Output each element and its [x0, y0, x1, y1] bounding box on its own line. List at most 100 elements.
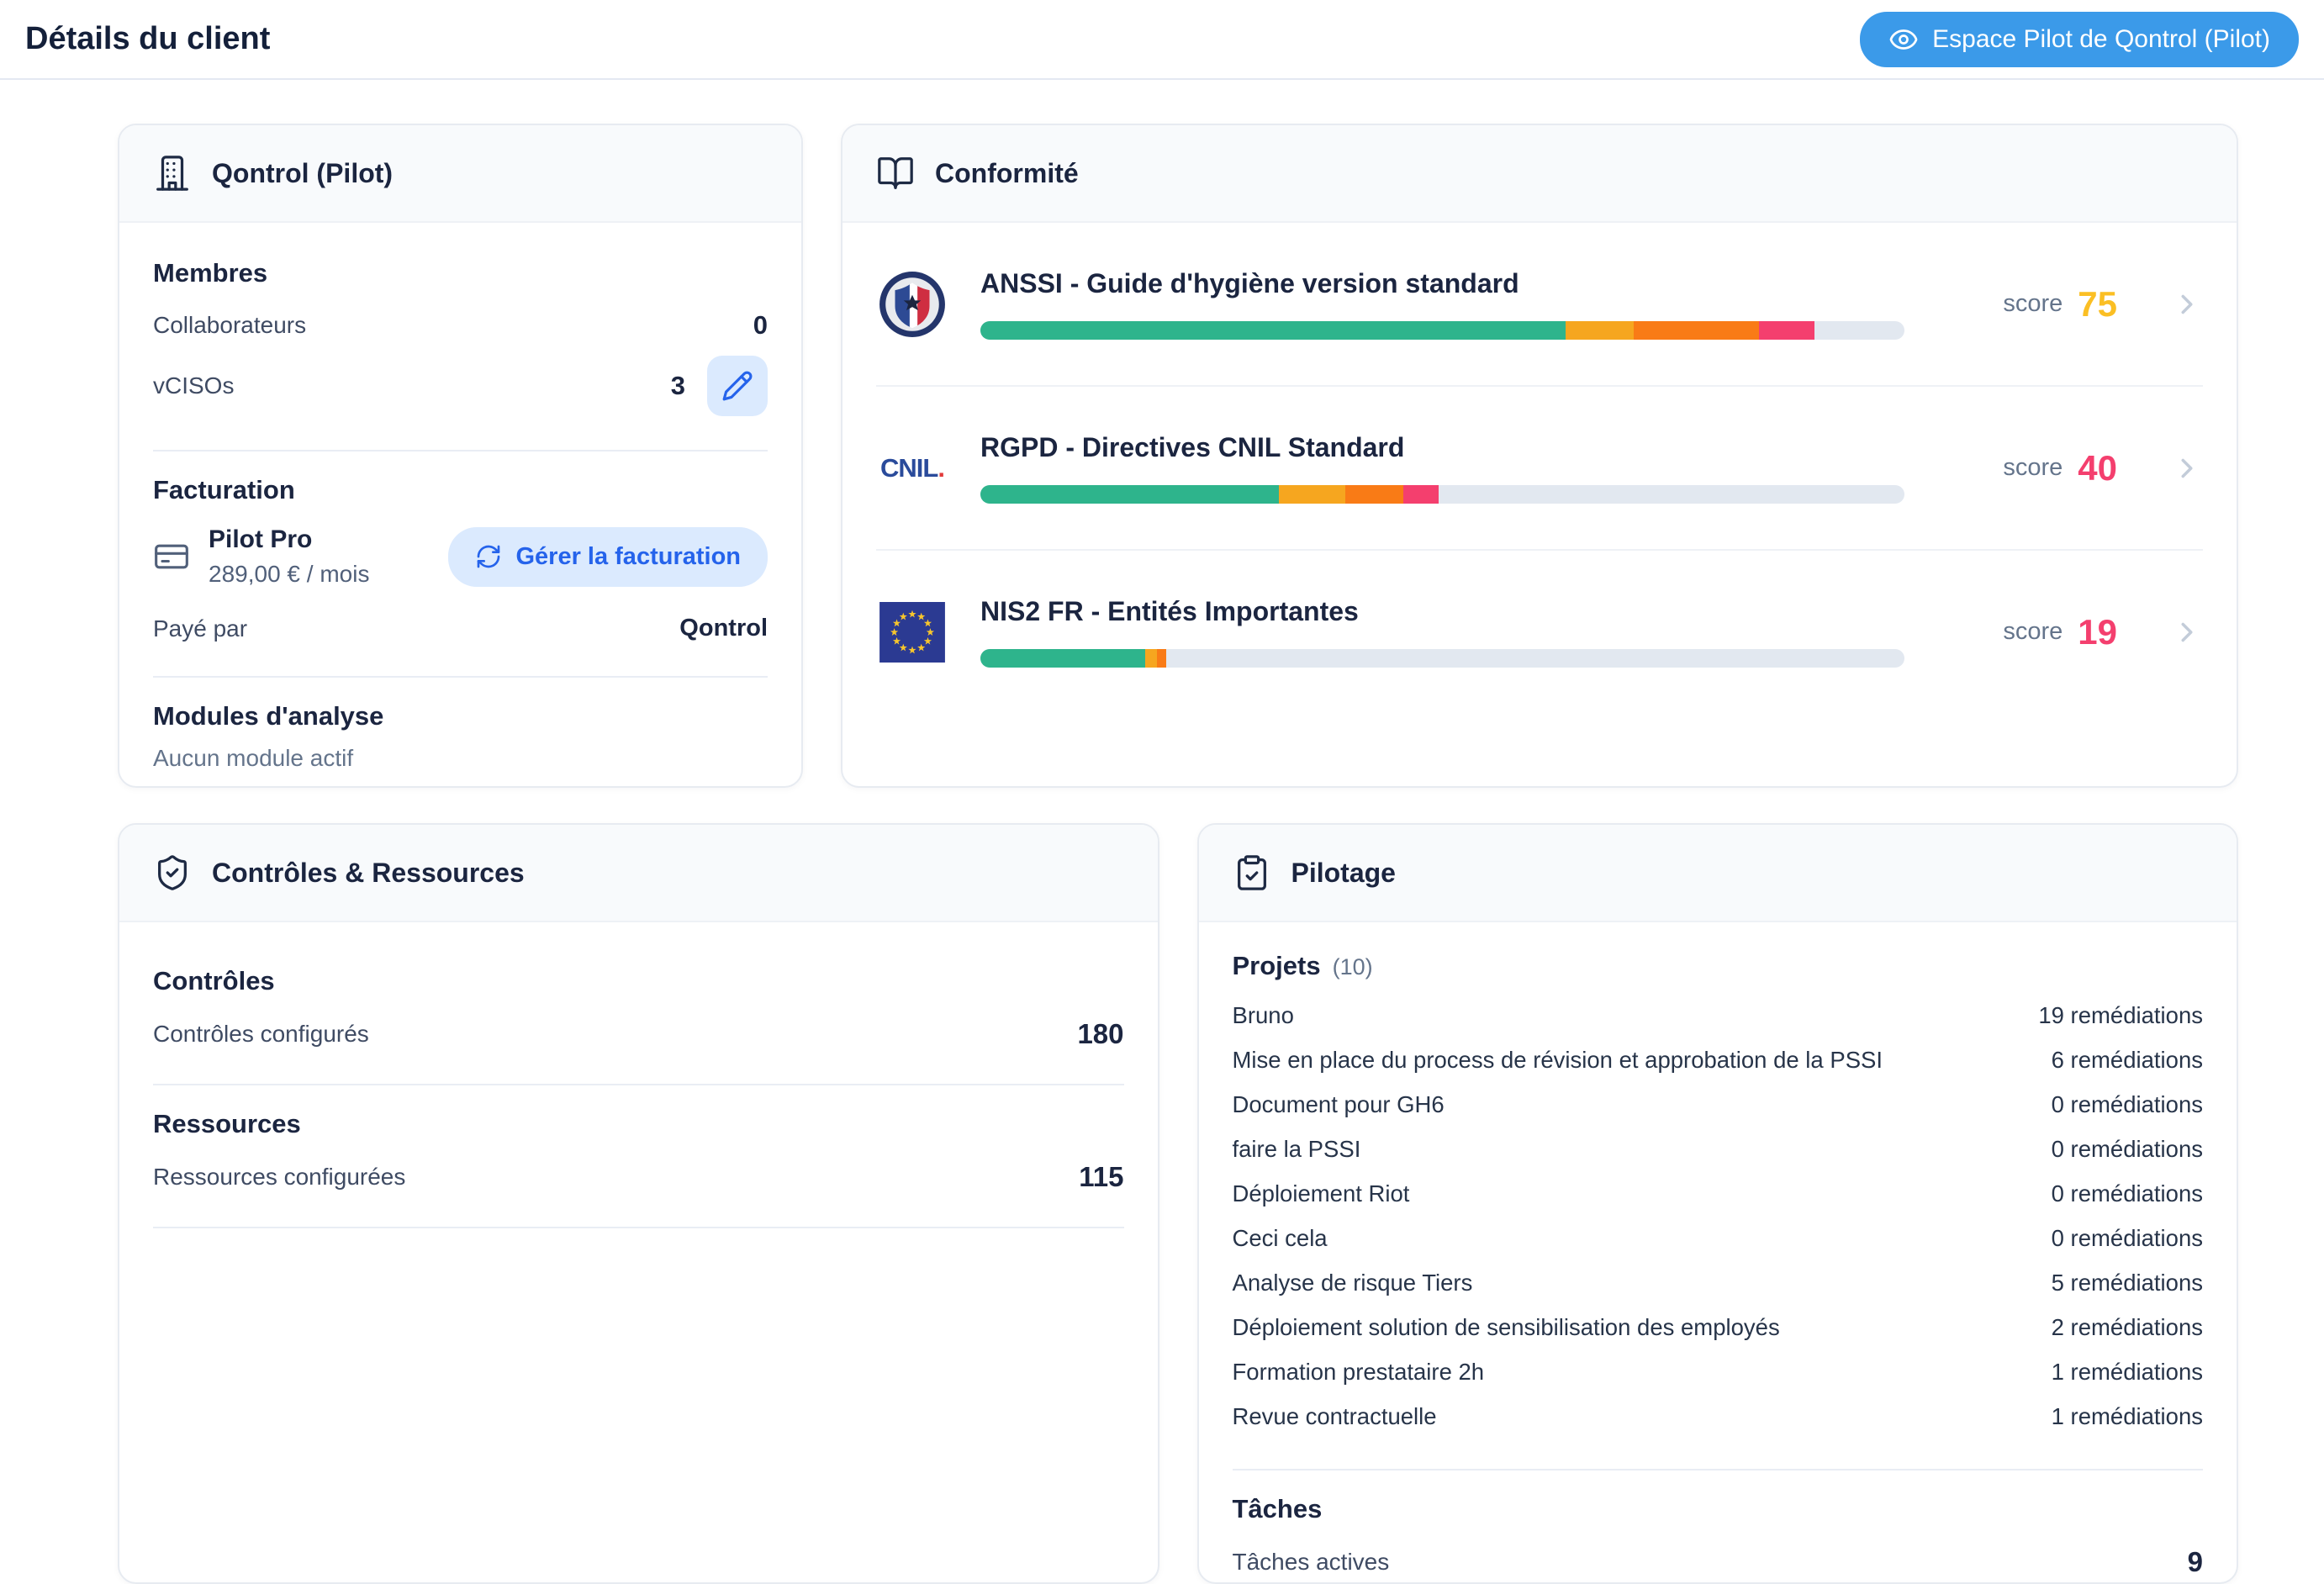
- espace-pilot-button[interactable]: Espace Pilot de Qontrol (Pilot): [1860, 11, 2299, 67]
- controls-configured-row: Contrôles configurés 180: [153, 1006, 1124, 1062]
- eu-flag-logo: [879, 601, 945, 663]
- project-row: Ceci cela 0 remédiations: [1233, 1216, 2204, 1260]
- project-row: Document pour GH6 0 remédiations: [1233, 1082, 2204, 1127]
- project-name: Bruno: [1232, 1001, 1294, 1028]
- project-name: Mise en place du process de révision et …: [1232, 1046, 1883, 1073]
- billing-heading: Facturation: [153, 475, 295, 504]
- framework-logo: [876, 601, 948, 663]
- score-value: 19: [2078, 611, 2117, 652]
- project-list: Bruno 19 remédiations Mise en place du p…: [1233, 993, 2204, 1439]
- chevron-right-icon[interactable]: [2171, 452, 2203, 484]
- score-progress-bar: [980, 485, 1904, 504]
- active-tasks-label: Tâches actives: [1232, 1549, 1390, 1575]
- projects-count: (10): [1332, 954, 1373, 979]
- project-name: Formation prestataire 2h: [1232, 1358, 1485, 1385]
- project-remediations-count: 0 remédiations: [2051, 1224, 2203, 1251]
- resources-configured-row: Ressources configurées 115: [153, 1149, 1124, 1205]
- controls-card-title: Contrôles & Ressources: [212, 857, 525, 888]
- controls-card: Contrôles & Ressources Contrôles Contrôl…: [118, 823, 1159, 1584]
- vcisos-row: vCISOs 3: [153, 352, 768, 428]
- project-remediations-count: 0 remédiations: [2051, 1090, 2203, 1117]
- compliance-item-row[interactable]: CNIL. RGPD - Directives CNIL Standard sc…: [876, 387, 2203, 551]
- compliance-card: Conformité ANSSI - Guide d'hygiène versi…: [841, 124, 2238, 788]
- active-tasks-value: 9: [2187, 1546, 2203, 1577]
- project-row: faire la PSSI 0 remédiations: [1233, 1127, 2204, 1171]
- plan-name: Pilot Pro: [209, 525, 313, 553]
- project-name: faire la PSSI: [1232, 1135, 1361, 1162]
- paid-by-value: Qontrol: [679, 615, 768, 642]
- shield-check-icon: [158, 855, 187, 890]
- score-label: score: [2003, 618, 2063, 645]
- chevron-right-icon[interactable]: [2171, 288, 2203, 320]
- score-block: score 75: [1936, 284, 2117, 325]
- project-remediations-count: 1 remédiations: [2051, 1358, 2203, 1385]
- project-row: Déploiement Riot 0 remédiations: [1233, 1171, 2204, 1216]
- cnil-logo: CNIL.: [880, 452, 945, 483]
- project-remediations-count: 0 remédiations: [2051, 1135, 2203, 1162]
- building-icon: [156, 156, 188, 191]
- client-card: Qontrol (Pilot) Membres Collaborateurs 0…: [118, 124, 803, 788]
- collaborators-value: 0: [753, 310, 768, 340]
- tasks-heading: Tâches: [1232, 1494, 1323, 1523]
- framework-name: RGPD - Directives CNIL Standard: [980, 432, 1405, 462]
- score-value: 75: [2078, 283, 2117, 324]
- framework-name: NIS2 FR - Entités Importantes: [980, 596, 1359, 626]
- compliance-card-header: Conformité: [842, 125, 2237, 223]
- project-name: Revue contractuelle: [1232, 1402, 1437, 1429]
- steering-card-header: Pilotage: [1198, 825, 2237, 922]
- resources-configured-value: 115: [1079, 1161, 1124, 1192]
- manage-billing-button[interactable]: Gérer la facturation: [448, 526, 768, 587]
- plan-row: Pilot Pro 289,00 € / mois Gérer la factu…: [153, 515, 768, 603]
- resources-heading: Ressources: [153, 1109, 301, 1138]
- project-name: Ceci cela: [1232, 1224, 1328, 1251]
- paid-by-label: Payé par: [153, 615, 248, 642]
- steering-card: Pilotage Projets (10) Bruno 19 remédiati…: [1196, 823, 2238, 1584]
- score-label: score: [2003, 454, 2063, 481]
- credit-card-icon: [155, 544, 188, 569]
- controls-configured-value: 180: [1077, 1018, 1124, 1049]
- vcisos-label: vCISOs: [153, 372, 235, 399]
- vcisos-value: 3: [670, 371, 685, 400]
- score-value: 40: [2078, 447, 2117, 488]
- manage-billing-label: Gérer la facturation: [515, 542, 741, 570]
- client-card-title: Qontrol (Pilot): [212, 157, 393, 188]
- project-row: Revue contractuelle 1 remédiations: [1233, 1394, 2204, 1439]
- edit-vcisos-button[interactable]: [707, 356, 768, 416]
- compliance-item-row[interactable]: ANSSI - Guide d'hygiène version standard…: [876, 223, 2203, 387]
- active-tasks-row: Tâches actives 9: [1232, 1534, 2204, 1582]
- controls-configured-label: Contrôles configurés: [153, 1021, 369, 1047]
- compliance-item-row[interactable]: NIS2 FR - Entités Importantes score 19: [876, 551, 2203, 713]
- divider: [1232, 1469, 2203, 1470]
- divider: [153, 676, 768, 678]
- divider: [153, 450, 768, 451]
- framework-name: ANSSI - Guide d'hygiène version standard: [980, 268, 1519, 298]
- modules-heading: Modules d'analyse: [153, 701, 384, 731]
- clipboard-check-icon: [1237, 855, 1266, 890]
- project-row: Bruno 19 remédiations: [1233, 993, 2204, 1038]
- project-name: Déploiement Riot: [1232, 1180, 1410, 1206]
- score-progress-bar: [980, 649, 1904, 668]
- projects-heading: Projets: [1232, 951, 1321, 980]
- project-name: Déploiement solution de sensibilisation …: [1232, 1313, 1780, 1340]
- project-row: Mise en place du process de révision et …: [1233, 1038, 2204, 1082]
- eye-icon: [1889, 29, 1918, 50]
- controls-card-header: Contrôles & Ressources: [119, 825, 1158, 922]
- project-row: Déploiement solution de sensibilisation …: [1233, 1305, 2204, 1349]
- members-heading: Membres: [153, 258, 268, 288]
- score-progress-bar: [980, 321, 1904, 340]
- controls-heading: Contrôles: [153, 966, 275, 995]
- chevron-right-icon[interactable]: [2171, 616, 2203, 648]
- main-content: Qontrol (Pilot) Membres Collaborateurs 0…: [0, 80, 2324, 1584]
- divider: [153, 1084, 1124, 1085]
- pencil-icon: [722, 371, 753, 401]
- project-name: Document pour GH6: [1232, 1090, 1445, 1117]
- score-label: score: [2003, 290, 2063, 317]
- book-open-icon: [878, 157, 913, 189]
- score-block: score 40: [1936, 448, 2117, 488]
- divider: [153, 1227, 1124, 1228]
- project-name: Analyse de risque Tiers: [1232, 1269, 1473, 1296]
- framework-logo: CNIL.: [876, 453, 948, 483]
- paid-by-row: Payé par Qontrol: [153, 603, 768, 654]
- project-row: Analyse de risque Tiers 5 remédiations: [1233, 1260, 2204, 1305]
- compliance-card-title: Conformité: [935, 157, 1079, 188]
